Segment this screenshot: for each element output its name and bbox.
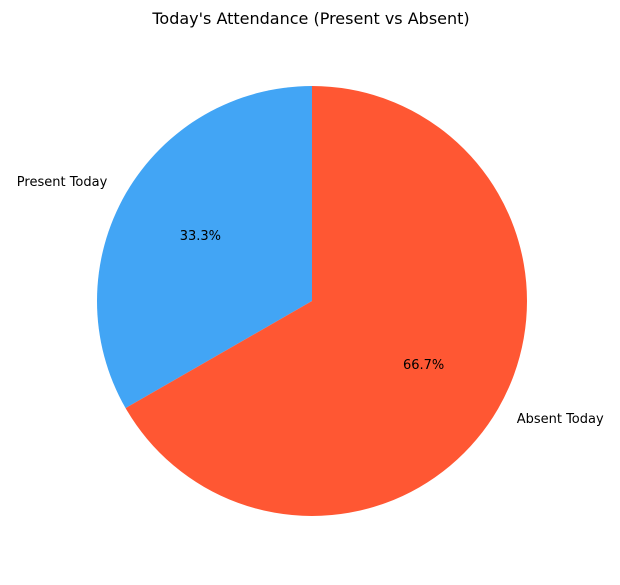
slice-percent-absent-today: 66.7% xyxy=(403,358,444,373)
pie-slice-present-today xyxy=(96,86,312,409)
slice-percent-present-today: 33.3% xyxy=(180,229,221,244)
pie-slice-absent-today xyxy=(125,86,527,516)
slice-label-present-today: Present Today xyxy=(17,175,108,190)
slice-label-absent-today: Absent Today xyxy=(517,412,604,427)
pie-labels: Present Today 33.3% Absent Today 66.7% xyxy=(17,175,604,427)
pie-slices xyxy=(96,86,527,516)
chart-title: Today's Attendance (Present vs Absent) xyxy=(151,9,469,28)
